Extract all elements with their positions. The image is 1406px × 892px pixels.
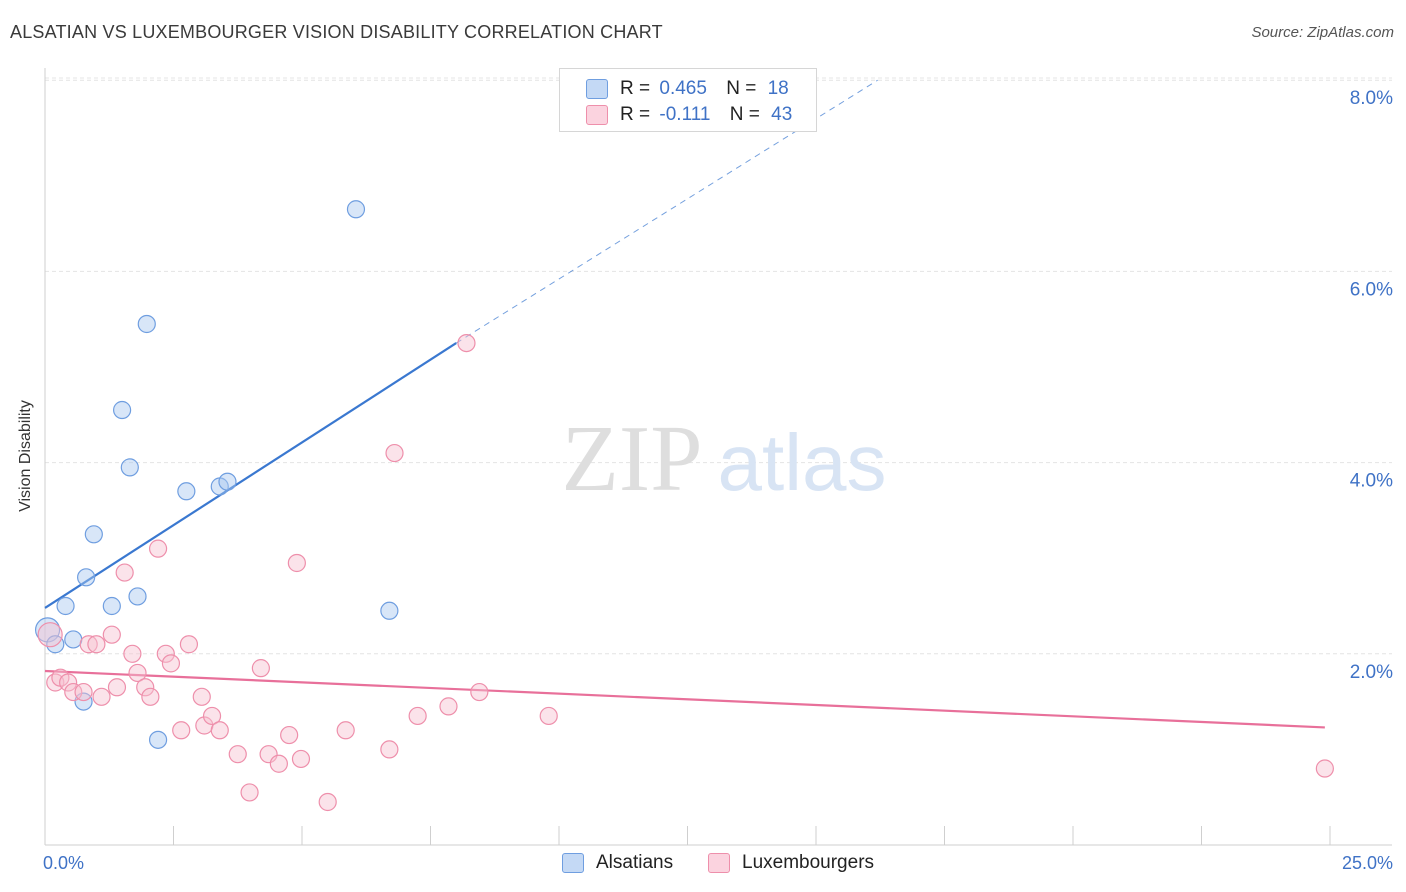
y-tick-label: 4.0% bbox=[1350, 471, 1393, 492]
data-point-luxembourgers bbox=[172, 721, 191, 740]
x-tick-label-min: 0.0% bbox=[43, 853, 84, 873]
data-point-luxembourgers bbox=[87, 635, 106, 654]
data-point-luxembourgers bbox=[102, 625, 121, 644]
watermark: ZIP atlas bbox=[562, 407, 887, 511]
legend-n-label: N = bbox=[729, 104, 760, 125]
grid-lines bbox=[45, 77, 1392, 655]
data-points bbox=[34, 200, 1334, 812]
data-point-luxembourgers bbox=[280, 725, 299, 745]
legend-swatch-luxembourgers bbox=[586, 105, 608, 125]
data-point-luxembourgers bbox=[251, 659, 270, 678]
data-point-luxembourgers bbox=[179, 635, 199, 654]
data-point-alsatians bbox=[112, 400, 132, 420]
x-tick-label-max: 25.0% bbox=[1342, 853, 1393, 873]
data-point-luxembourgers bbox=[148, 539, 168, 558]
data-point-alsatians bbox=[346, 200, 366, 219]
data-point-alsatians bbox=[120, 458, 139, 477]
y-tick-label: 2.0% bbox=[1350, 662, 1393, 683]
data-point-alsatians bbox=[64, 630, 83, 649]
data-point-luxembourgers bbox=[1315, 759, 1334, 778]
data-point-luxembourgers bbox=[408, 706, 427, 726]
data-point-alsatians bbox=[102, 596, 121, 616]
y-tick-label: 8.0% bbox=[1350, 88, 1393, 109]
data-point-luxembourgers bbox=[240, 783, 259, 802]
data-point-luxembourgers bbox=[318, 792, 337, 812]
legend-r-label: R = bbox=[620, 78, 651, 99]
data-point-alsatians bbox=[218, 472, 237, 491]
data-point-luxembourgers bbox=[192, 687, 211, 706]
data-point-luxembourgers bbox=[210, 721, 229, 740]
data-point-luxembourgers bbox=[380, 740, 399, 759]
data-point-alsatians bbox=[128, 587, 147, 606]
data-point-luxembourgers bbox=[141, 687, 160, 706]
legend-label-alsatians: Alsatians bbox=[596, 852, 674, 873]
data-point-luxembourgers bbox=[385, 443, 404, 463]
legend-n-label: N = bbox=[726, 78, 757, 99]
data-point-luxembourgers bbox=[457, 334, 476, 353]
chart-title: ALSATIAN VS LUXEMBOURGER VISION DISABILI… bbox=[10, 22, 663, 42]
legend-n-value-luxembourgers: 43 bbox=[771, 104, 793, 125]
data-point-luxembourgers bbox=[74, 682, 93, 702]
data-point-luxembourgers bbox=[336, 721, 355, 740]
data-point-luxembourgers bbox=[470, 682, 489, 702]
data-point-alsatians bbox=[177, 482, 196, 501]
tick-labels: 2.0% 4.0% 6.0% 8.0% 0.0% 25.0% bbox=[43, 88, 1393, 873]
data-point-alsatians bbox=[77, 568, 96, 587]
trend-lines bbox=[44, 79, 1325, 729]
trend-extension-alsatians bbox=[455, 79, 878, 344]
data-point-luxembourgers bbox=[202, 706, 222, 726]
legend-label-luxembourgers: Luxembourgers bbox=[742, 852, 875, 873]
axes bbox=[44, 68, 1392, 846]
y-tick-label: 6.0% bbox=[1350, 279, 1393, 300]
legend-r-label: R = bbox=[620, 104, 651, 125]
data-point-luxembourgers bbox=[156, 644, 175, 663]
data-point-luxembourgers bbox=[59, 673, 78, 692]
correlation-legend: R = 0.465 N = 18 R = -0.111 N = 43 bbox=[559, 68, 817, 132]
data-point-luxembourgers bbox=[291, 749, 311, 769]
data-point-alsatians bbox=[84, 525, 103, 544]
data-point-luxembourgers bbox=[64, 682, 83, 702]
data-point-alsatians bbox=[380, 601, 399, 620]
data-point-luxembourgers bbox=[123, 644, 142, 663]
trend-line-alsatians bbox=[44, 342, 457, 609]
data-point-alsatians bbox=[137, 314, 156, 334]
data-point-luxembourgers bbox=[439, 697, 458, 716]
legend-r-value-alsatians: 0.465 bbox=[659, 78, 707, 99]
watermark-atlas: atlas bbox=[718, 418, 887, 507]
y-axis-label: Vision Disability bbox=[17, 400, 34, 512]
data-point-luxembourgers bbox=[228, 745, 247, 764]
legend-swatch-alsatians bbox=[586, 79, 608, 99]
legend-item-alsatians[interactable]: Alsatians bbox=[562, 852, 673, 874]
legend-swatch-alsatians bbox=[562, 853, 584, 873]
legend-item-luxembourgers[interactable]: Luxembourgers bbox=[708, 852, 874, 874]
data-point-luxembourgers bbox=[269, 754, 288, 773]
data-point-alsatians bbox=[46, 635, 65, 654]
data-point-luxembourgers bbox=[161, 654, 181, 673]
source-label: Source: ZipAtlas.com bbox=[1251, 24, 1394, 41]
watermark-zip: ZIP bbox=[562, 407, 703, 511]
legend-r-value-luxembourgers: -0.111 bbox=[659, 104, 711, 125]
trend-line-luxembourgers bbox=[44, 669, 1325, 729]
legend-swatch-luxembourgers bbox=[708, 853, 730, 873]
legend-n-value-alsatians: 18 bbox=[767, 78, 789, 99]
data-point-luxembourgers bbox=[136, 678, 155, 697]
data-point-luxembourgers bbox=[79, 635, 98, 654]
data-point-alsatians bbox=[148, 730, 168, 749]
data-point-luxembourgers bbox=[37, 622, 63, 648]
data-point-luxembourgers bbox=[539, 706, 558, 726]
data-point-luxembourgers bbox=[287, 553, 306, 573]
data-point-luxembourgers bbox=[92, 687, 111, 706]
data-point-luxembourgers bbox=[128, 663, 147, 683]
series-legend: Alsatians Luxembourgers bbox=[0, 852, 1406, 876]
data-point-luxembourgers bbox=[115, 563, 134, 582]
data-point-alsatians bbox=[56, 596, 75, 616]
data-point-luxembourgers bbox=[107, 678, 127, 697]
